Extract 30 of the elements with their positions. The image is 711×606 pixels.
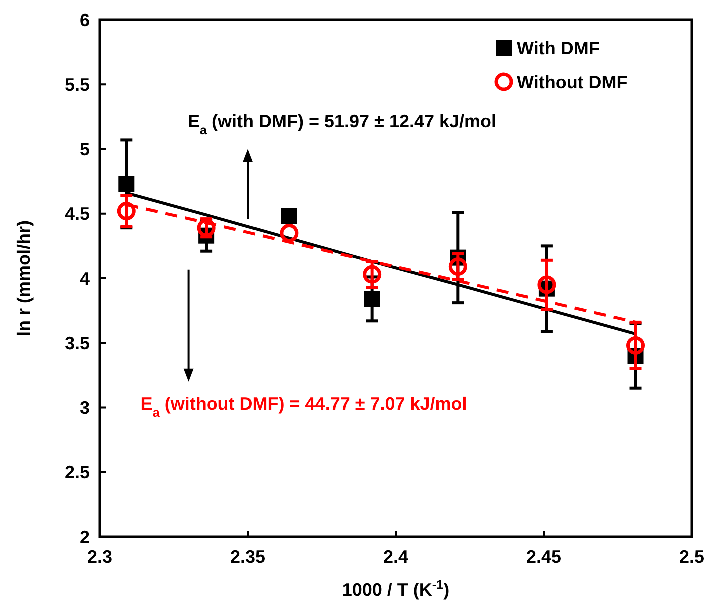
x-tick-label: 2.5 bbox=[679, 547, 705, 567]
point bbox=[197, 218, 216, 238]
point bbox=[281, 208, 298, 224]
y-tick-label: 5.5 bbox=[64, 74, 90, 95]
point bbox=[626, 336, 646, 355]
x-tick-label: 2.35 bbox=[230, 547, 266, 567]
x-axis-title: 1000 / T (K$^{-1}$) bbox=[342, 578, 450, 600]
y-tick-label: 4 bbox=[80, 268, 90, 289]
y-tick-label: 6 bbox=[80, 10, 90, 30]
point bbox=[117, 202, 136, 221]
y-tick-label: 3.5 bbox=[64, 333, 90, 354]
y-axis-title: ln r (mmol/hr) bbox=[14, 220, 34, 336]
legend-label: Without DMF bbox=[517, 72, 628, 92]
x-tick-label: 2.4 bbox=[383, 547, 409, 567]
legend-label: With DMF bbox=[517, 38, 600, 58]
y-tick-label: 2.5 bbox=[64, 462, 90, 483]
y-tick-label: 5 bbox=[80, 140, 90, 160]
y-tick-label: 2 bbox=[80, 527, 90, 548]
point bbox=[448, 258, 468, 276]
annotation: E$_{a}$ (with DMF) = 51.97 ± 12.47 kJ/mol bbox=[188, 111, 497, 138]
annotation: E$_{a}$ (without DMF) = 44.77 ± 7.07 kJ/mol bbox=[140, 394, 468, 420]
point bbox=[538, 276, 556, 294]
x-tick-label: 2.45 bbox=[526, 547, 562, 567]
x-tick-label: 2.3 bbox=[87, 547, 113, 567]
point bbox=[363, 265, 382, 284]
point bbox=[118, 176, 135, 192]
y-tick-label: 4.5 bbox=[64, 204, 90, 224]
point bbox=[364, 291, 380, 308]
point bbox=[280, 224, 299, 243]
y-tick-label: 3 bbox=[80, 398, 90, 418]
